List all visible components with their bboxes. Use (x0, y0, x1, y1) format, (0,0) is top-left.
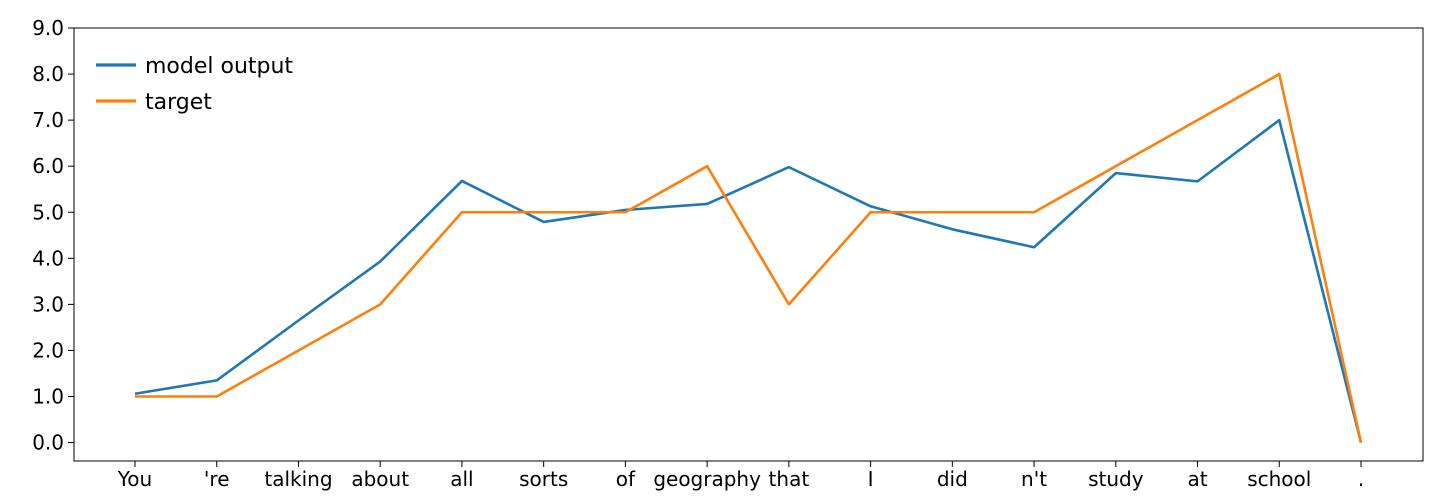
x-tick-label: all (450, 467, 473, 491)
y-tick-label: 9.0 (32, 16, 64, 40)
x-tick-label: You (117, 467, 152, 491)
legend: model output target (96, 54, 293, 115)
x-tick-label: study (1088, 467, 1144, 491)
x-tick-label: at (1187, 467, 1207, 491)
y-tick-label: 4.0 (32, 246, 64, 270)
legend-label: target (145, 90, 212, 115)
series-line-0 (134, 118, 1363, 443)
plot-area (73, 27, 1424, 462)
x-tick-label: of (616, 467, 636, 491)
x-tick-label: did (937, 467, 968, 491)
x-axis: You 're talking about all sorts of geography tha… (117, 461, 1364, 491)
legend-label: model output (145, 54, 293, 79)
x-tick-label: I (868, 467, 874, 491)
x-tick-label: n't (1021, 467, 1047, 491)
x-tick-label: 're (204, 467, 230, 491)
y-tick-label: 8.0 (32, 62, 64, 86)
series-lines (134, 72, 1363, 443)
series-line-1 (135, 72, 1363, 443)
x-tick-label: that (769, 467, 810, 491)
x-tick-label: . (1358, 467, 1364, 491)
y-tick-label: 0.0 (32, 431, 64, 455)
x-tick-label: school (1247, 467, 1311, 491)
y-tick-label: 7.0 (32, 108, 64, 132)
y-tick-label: 6.0 (32, 154, 64, 178)
x-tick-label: sorts (519, 467, 568, 491)
x-tick-label: geography (653, 467, 761, 491)
y-tick-label: 1.0 (32, 385, 64, 409)
y-tick-label: 5.0 (32, 200, 64, 224)
y-tick-label: 2.0 (32, 338, 64, 362)
x-tick-label: talking (264, 467, 332, 491)
y-tick-label: 3.0 (32, 292, 64, 316)
x-tick-label: about (351, 467, 409, 491)
y-axis: 0.0 1.0 2.0 3.0 4.0 5.0 6.0 7.0 8.0 9.0 (32, 16, 74, 455)
